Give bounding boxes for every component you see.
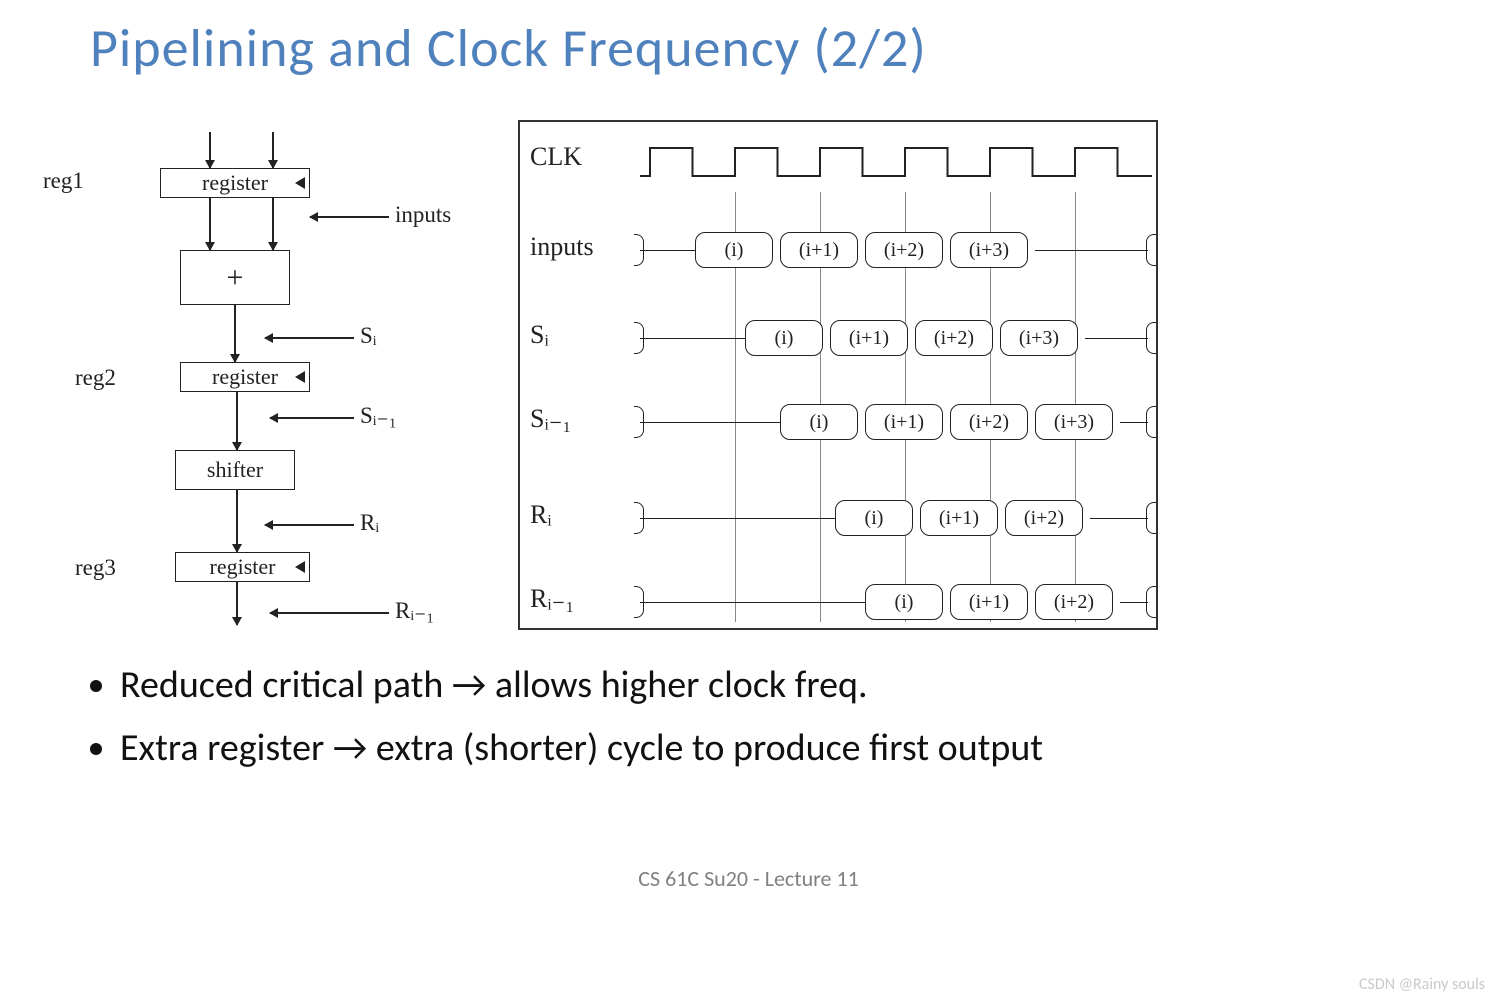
- timing-row-label: CLK: [530, 142, 582, 172]
- arrow-left-icon: [264, 520, 273, 530]
- block-reg1: register: [160, 168, 310, 198]
- timing-cell: (i+1): [920, 500, 998, 536]
- clock-triangle-icon: [295, 371, 305, 383]
- block-diagram: register + register shifter register reg1 inpu…: [15, 120, 510, 630]
- timing-row: Rᵢ (i)(i+1)(i+2): [520, 488, 1156, 548]
- block-side-label: Rᵢ: [360, 510, 379, 536]
- block-side-label: reg2: [75, 365, 116, 391]
- arrow-down-icon: [268, 242, 278, 251]
- bullet-2: Extra register → extra (shorter) cycle t…: [120, 723, 1290, 774]
- block-reg2: register: [180, 362, 310, 392]
- timing-row: Sᵢ₋₁ (i)(i+1)(i+2)(i+3): [520, 392, 1156, 452]
- block-side-label: reg1: [43, 168, 84, 194]
- block-adder: +: [180, 250, 290, 305]
- clock-triangle-icon: [295, 177, 305, 189]
- timing-cell: (i+3): [1000, 320, 1078, 356]
- block-side-label: reg3: [75, 555, 116, 581]
- arrow-left-icon: [309, 212, 318, 222]
- arrow-down-icon: [230, 354, 240, 363]
- timing-cell: (i): [865, 584, 943, 620]
- timing-cell: (i+2): [1005, 500, 1083, 536]
- timing-cell: (i): [745, 320, 823, 356]
- timing-cell: (i): [835, 500, 913, 536]
- timing-row-label: Rᵢ: [530, 500, 552, 530]
- clock-waveform-icon: [640, 134, 1152, 184]
- bullet-list: Reduced critical path → allows higher cl…: [90, 660, 1290, 787]
- timing-row-label: Sᵢ: [530, 320, 549, 350]
- timing-cell: (i+2): [915, 320, 993, 356]
- arrow-left-icon: [269, 413, 278, 423]
- arrow-left-icon: [264, 333, 273, 343]
- timing-row: Rᵢ₋₁ (i)(i+1)(i+2): [520, 572, 1156, 632]
- arrow-down-icon: [232, 442, 242, 451]
- timing-diagram: CLKinputs(i)(i+1)(i+2)(i+3)Sᵢ(i)(i+1)(i+…: [518, 120, 1158, 630]
- timing-row: Sᵢ (i)(i+1)(i+2)(i+3): [520, 308, 1156, 368]
- timing-cell: (i+1): [830, 320, 908, 356]
- block-side-label: Sᵢ₋₁: [360, 403, 397, 429]
- slide-footer: CS 61C Su20 - Lecture 11: [0, 865, 1497, 892]
- arrow-left-icon: [269, 608, 278, 618]
- timing-cell: (i+2): [950, 404, 1028, 440]
- arrow-down-icon: [232, 617, 242, 626]
- timing-cell: (i): [695, 232, 773, 268]
- diagrams-area: register + register shifter register reg1 inpu…: [15, 120, 1180, 640]
- arrow-down-icon: [232, 544, 242, 553]
- bullet-1: Reduced critical path → allows higher cl…: [120, 660, 1290, 711]
- timing-cell: (i+1): [865, 404, 943, 440]
- arrow-down-icon: [205, 160, 215, 169]
- timing-row: inputs (i)(i+1)(i+2)(i+3): [520, 220, 1156, 280]
- timing-cell: (i): [780, 404, 858, 440]
- block-side-label: inputs: [395, 202, 451, 228]
- arrow-down-icon: [205, 242, 215, 251]
- timing-row: CLK: [520, 130, 1156, 190]
- arrow-down-icon: [268, 160, 278, 169]
- timing-row-label: Sᵢ₋₁: [530, 404, 572, 434]
- timing-cell: (i+1): [950, 584, 1028, 620]
- timing-cell: (i+2): [865, 232, 943, 268]
- block-shifter: shifter: [175, 450, 295, 490]
- timing-row-label: inputs: [530, 232, 594, 262]
- watermark: CSDN @Rainy souls: [1359, 975, 1485, 994]
- block-reg3: register: [175, 552, 310, 582]
- timing-row-label: Rᵢ₋₁: [530, 584, 574, 614]
- block-side-label: Sᵢ: [360, 323, 377, 349]
- timing-cell: (i+3): [950, 232, 1028, 268]
- block-side-label: Rᵢ₋₁: [395, 598, 434, 624]
- clock-triangle-icon: [295, 561, 305, 573]
- timing-cell: (i+2): [1035, 584, 1113, 620]
- timing-cell: (i+1): [780, 232, 858, 268]
- slide-title: Pipelining and Clock Frequency (2/2): [90, 15, 927, 81]
- timing-cell: (i+3): [1035, 404, 1113, 440]
